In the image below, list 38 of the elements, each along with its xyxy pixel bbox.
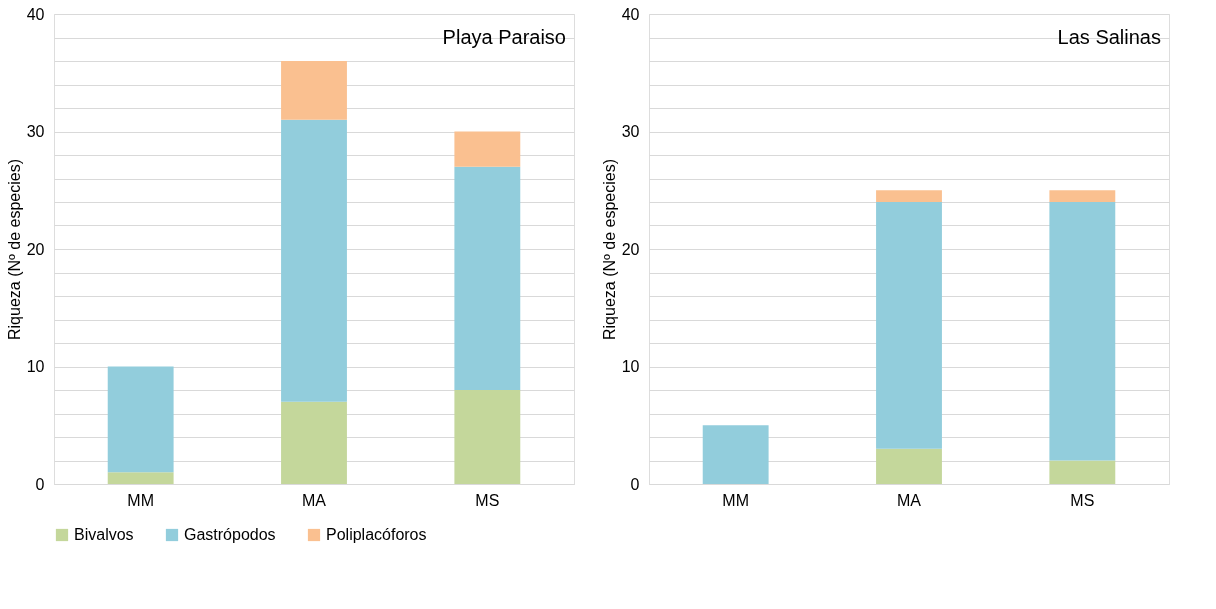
bar [454,131,521,167]
y-tick-label: 0 [35,475,45,493]
bar [876,202,942,449]
bar [454,390,521,484]
bar [1049,202,1116,461]
x-tick-label: MA [302,491,327,509]
bar [281,61,347,120]
y-axis-title: Riqueza (Nº de especies) [600,158,618,341]
y-tick-label: 30 [26,123,45,140]
bar [876,448,942,484]
y-tick-label: 20 [26,240,45,258]
y-axis-title: Riqueza (Nº de especies) [5,158,23,341]
bar [1049,460,1116,484]
bar [107,366,174,473]
y-tick-label: 40 [621,5,640,23]
legend-label: Gastrópodos [184,526,276,543]
y-tick-label: 20 [621,240,640,258]
text: Las Salinas [1057,26,1161,48]
bar [454,166,521,390]
text: Playa Paraiso [442,26,566,48]
bar [876,190,942,202]
legend-label: Poliplacóforos [326,526,427,543]
bar [1049,190,1116,202]
x-tick-label: MM [722,491,749,509]
y-tick-label: 10 [621,358,640,375]
legend-label: Bivalvos [74,526,134,543]
y-tick-label: 0 [630,475,640,493]
x-tick-label: MA [897,491,922,509]
bar [107,472,174,484]
y-tick-label: 30 [621,123,640,140]
x-tick-label: MS [1070,491,1095,509]
bar [281,119,347,402]
y-tick-label: 10 [26,358,45,375]
x-tick-label: MM [127,491,154,509]
x-tick-label: MS [475,491,500,509]
y-tick-label: 40 [26,5,45,23]
bar [702,425,769,484]
bar [281,401,347,484]
